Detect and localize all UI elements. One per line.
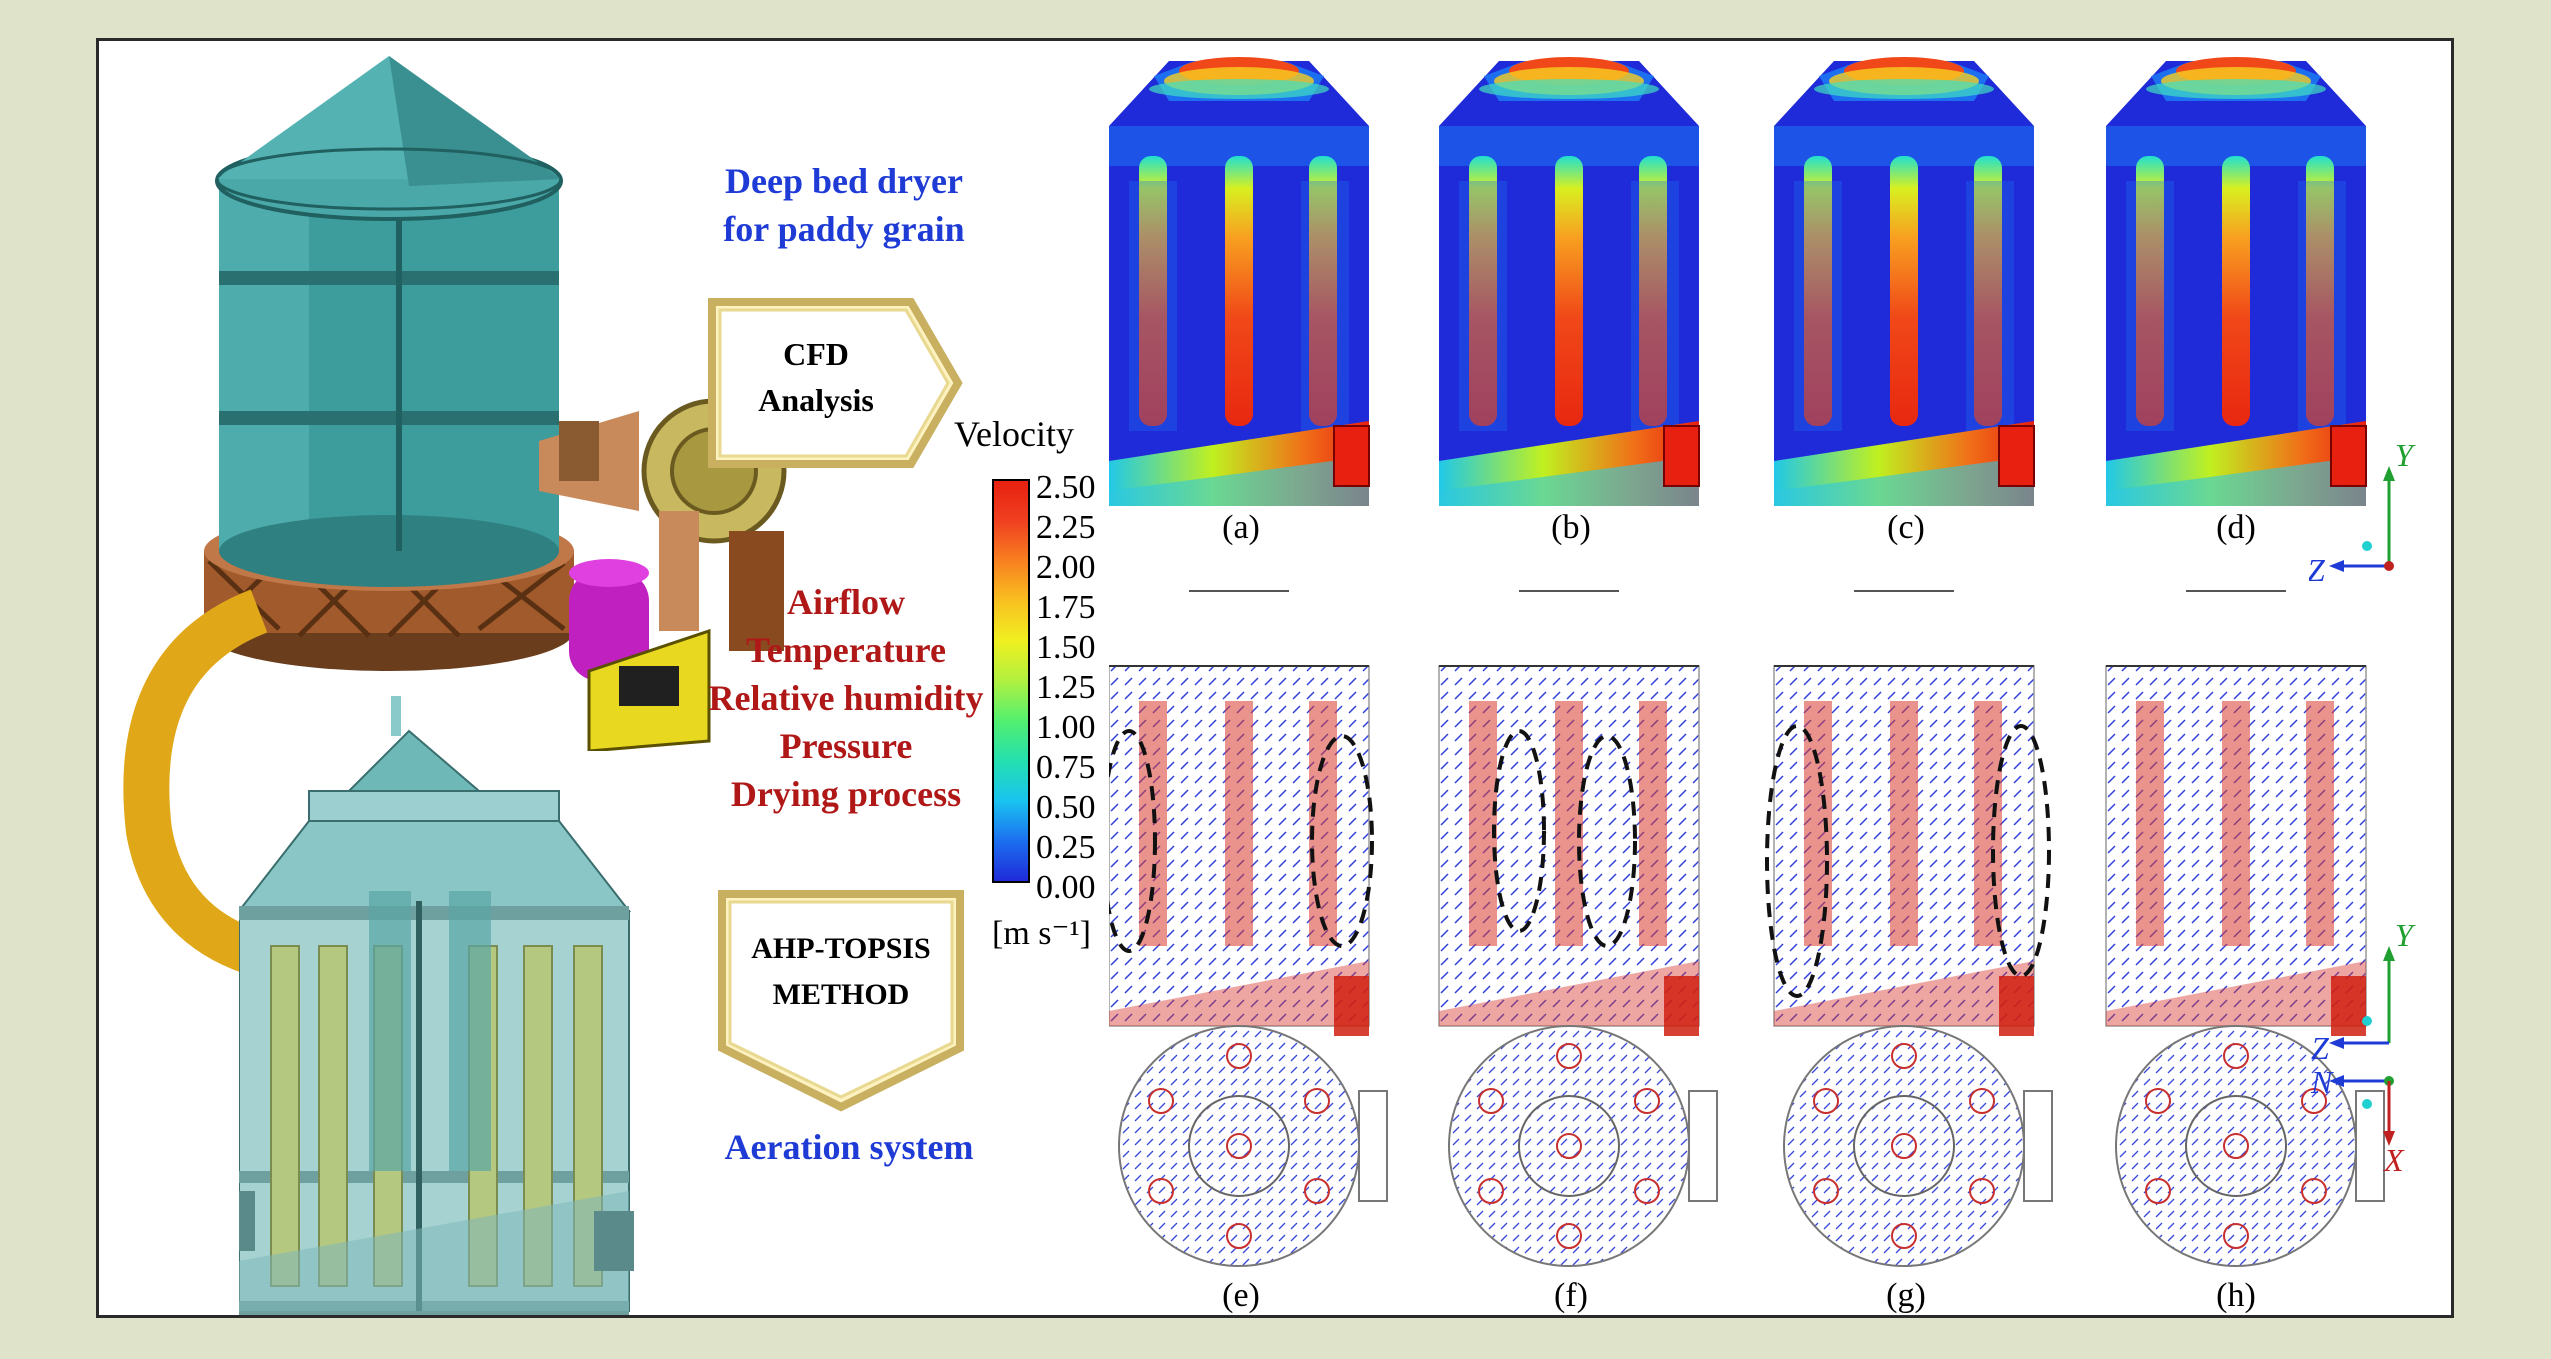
colorbar-tick: 2.00 (1036, 549, 1096, 586)
dryer-3d-model (204, 56, 787, 751)
dryer-cutaway-view (239, 696, 634, 1315)
cfd-line-2: Analysis (758, 382, 874, 418)
axis-z2-label: Z (2311, 1030, 2330, 1066)
param-humidity: Relative humidity (708, 678, 984, 718)
colorbar-tick: 1.00 (1036, 709, 1096, 746)
param-drying: Drying process (730, 774, 962, 814)
panel-label-e: (e) (1222, 1277, 1260, 1314)
panel-label-d: (d) (2216, 509, 2256, 546)
contour-row (1109, 56, 2367, 507)
colorbar-tick: 2.50 (1036, 469, 1096, 506)
panel-label-g: (g) (1886, 1277, 1926, 1314)
colorbar-tick: 1.25 (1036, 669, 1096, 706)
param-airflow: Airflow (787, 582, 905, 622)
panel-label-c: (c) (1887, 509, 1925, 546)
figure-panel: Deep bed dryer for paddy grain CFD Analy… (96, 38, 2454, 1318)
axis-triad-top: Y Z (2309, 441, 2416, 588)
axis-x-label: X (2382, 1142, 2405, 1171)
cfd-line-1: CFD (783, 336, 849, 372)
colorbar-tick: 1.50 (1036, 629, 1096, 666)
axis-z-label: Z (2309, 552, 2326, 588)
param-temperature: Temperature (746, 630, 946, 670)
cfd-analysis-box (708, 298, 963, 468)
colorbar-tick: 0.25 (1036, 829, 1096, 866)
axis-triad-bottom: Y Z N X (2310, 921, 2416, 1171)
vector-field-row (1109, 590, 2367, 1037)
ahp-topsis-box (718, 890, 964, 1112)
colorbar-tick: 2.25 (1036, 509, 1096, 546)
panel-label-f: (f) (1554, 1277, 1588, 1314)
axis-y2-label: Y (2395, 921, 2416, 953)
colorbar-tick: 1.75 (1036, 589, 1096, 626)
colorbar-tick: 0.50 (1036, 789, 1096, 826)
ahp-line-2: METHOD (772, 978, 910, 1011)
colorbar-tick: 0.75 (1036, 749, 1096, 786)
panel-label-a: (a) (1222, 509, 1260, 546)
param-pressure: Pressure (779, 726, 913, 766)
axis-y-label: Y (2395, 441, 2416, 473)
title-line-2: for paddy grain (723, 209, 965, 249)
axis-n-label: N (2310, 1064, 2334, 1100)
analysis-parameters: Airflow Temperature Relative humidity Pr… (676, 578, 1016, 818)
panel-label-h: (h) (2216, 1277, 2256, 1314)
panel-label-b: (b) (1551, 509, 1591, 546)
colorbar-unit: [m s⁻¹] (992, 915, 1091, 952)
aeration-row (1118, 1025, 2385, 1267)
cfd-analysis-label: CFD Analysis (706, 331, 926, 423)
dryer-title: Deep bed dryer for paddy grain (679, 157, 1009, 253)
ahp-line-1: AHP-TOPSIS (751, 932, 931, 965)
ahp-topsis-label: AHP-TOPSIS METHOD (716, 926, 966, 1018)
colorbar-title: Velocity (954, 414, 1074, 454)
title-line-1: Deep bed dryer (725, 161, 963, 201)
colorbar-tick: 0.00 (1036, 869, 1096, 906)
velocity-colorbar (992, 479, 1030, 883)
aeration-label: Aeration system (724, 1127, 974, 1167)
